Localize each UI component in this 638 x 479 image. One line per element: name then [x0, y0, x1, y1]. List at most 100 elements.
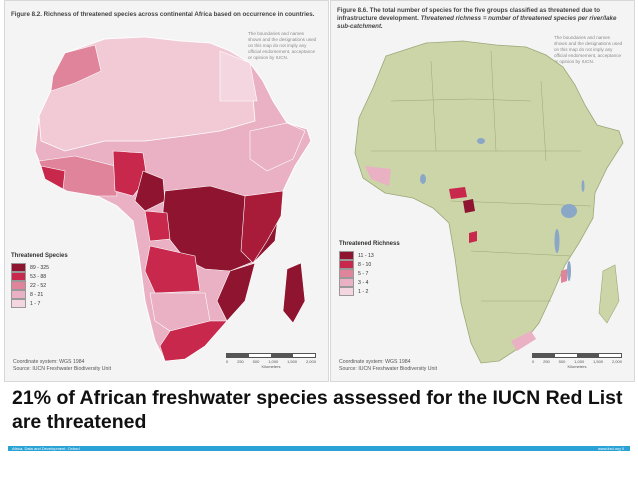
- legend-swatch: [339, 287, 354, 296]
- left-figure-title: Figure 8.2. Richness of threatened speci…: [11, 11, 315, 18]
- right-coord-system: Coordinate system: WGS 1984: [339, 359, 411, 365]
- west-africa-threatened: [365, 166, 391, 186]
- scale-tick: 1,500: [287, 359, 298, 364]
- left-source: Source: IUCN Freshwater Biodiversity Uni…: [13, 366, 112, 372]
- morocco-region: [50, 44, 102, 92]
- legend-label: 8 - 21: [30, 291, 44, 298]
- scale-unit: Kilometers: [261, 364, 281, 369]
- boundary-lines: [371, 50, 592, 302]
- legend-row: 11 - 13: [339, 251, 409, 260]
- scale-tick: 500: [558, 359, 566, 364]
- legend-swatch: [11, 263, 26, 272]
- east-africa-region: [240, 190, 284, 264]
- legend-swatch: [339, 251, 354, 260]
- right-legend: Threatened Richness 11 - 13 8 - 10 5 - 7…: [339, 241, 409, 296]
- legend-label: 1 - 7: [30, 300, 41, 307]
- gabon-region: [144, 210, 171, 242]
- nigeria-threatened: [449, 187, 467, 199]
- legend-swatch: [339, 278, 354, 287]
- lake-tanganyika: [554, 229, 560, 253]
- lake-victoria: [561, 204, 577, 218]
- south-africa-region: [159, 320, 228, 362]
- scale-tick: 250: [543, 359, 550, 364]
- congo-threatened: [469, 231, 477, 243]
- egypt-region: [219, 50, 258, 102]
- footer-right-text: www.iied.org 0: [597, 446, 624, 451]
- scale-tick: 2,000: [305, 359, 316, 364]
- slide-caption: 21% of African freshwater species assess…: [12, 387, 623, 433]
- legend-label: 22 - 52: [30, 282, 47, 289]
- legend-swatch: [11, 281, 26, 290]
- cameroon-region: [134, 170, 166, 212]
- legend-label: 11 - 13: [358, 252, 374, 259]
- scale-ticks: 0 250 500 1,000 1,500 2,000: [226, 359, 316, 364]
- lake-malawi: [567, 261, 571, 281]
- scale-tick: 0: [226, 359, 229, 364]
- right-figure-title: Figure 8.6. The total number of species …: [337, 7, 626, 31]
- footer-left-text: Africa, Data and Development, Oxford: [12, 446, 80, 451]
- legend-swatch: [339, 269, 354, 278]
- scale-tick: 500: [252, 359, 260, 364]
- legend-swatch: [11, 290, 26, 299]
- scale-tick: 1,500: [593, 359, 604, 364]
- right-scale-bar: 0 250 500 1,000 1,500 2,000 Kilometers: [532, 353, 622, 369]
- legend-label: 53 - 88: [30, 273, 47, 280]
- left-map-credits: Coordinate system: WGS 1984 Source: IUCN…: [13, 359, 111, 373]
- scale-bar-graphic: [532, 353, 622, 358]
- scale-tick: 2,000: [611, 359, 622, 364]
- legend-row: 22 - 52: [11, 281, 81, 290]
- scale-tick: 0: [532, 359, 535, 364]
- africa-outline: [354, 40, 624, 364]
- legend-row: 53 - 88: [11, 272, 81, 281]
- right-legend-title: Threatened Richness: [339, 241, 400, 247]
- legend-row: 1 - 2: [339, 287, 409, 296]
- scale-tick: 250: [237, 359, 244, 364]
- left-map-panel: Figure 8.2. Richness of threatened speci…: [4, 0, 329, 382]
- right-source: Source: IUCN Freshwater Biodiversity Uni…: [339, 366, 438, 372]
- lake-volta: [420, 174, 426, 184]
- legend-swatch: [11, 272, 26, 281]
- legend-label: 89 - 325: [30, 264, 50, 271]
- right-disclaimer: The boundaries and names shown and the d…: [554, 35, 623, 64]
- madagascar-region: [282, 262, 306, 324]
- legend-label: 5 - 7: [358, 270, 369, 277]
- madagascar-region: [598, 264, 620, 324]
- right-map-credits: Coordinate system: WGS 1984 Source: IUCN…: [339, 359, 437, 373]
- legend-row: 8 - 10: [339, 260, 409, 269]
- legend-row: 5 - 7: [339, 269, 409, 278]
- legend-row: 1 - 7: [11, 299, 81, 308]
- mozambique-region: [216, 262, 256, 322]
- legend-label: 3 - 4: [358, 279, 369, 286]
- lake-chad: [477, 138, 485, 144]
- cameroon-threatened: [463, 199, 475, 213]
- right-map-panel: Figure 8.6. The total number of species …: [330, 0, 635, 382]
- right-title-italic: Threatened richness = number of threaten…: [337, 15, 617, 30]
- lake-turkana: [581, 180, 585, 192]
- scale-bar-graphic: [226, 353, 316, 358]
- legend-row: 89 - 325: [11, 263, 81, 272]
- africa-species-map: [34, 36, 312, 362]
- scale-ticks: 0 250 500 1,000 1,500 2,000: [532, 359, 622, 364]
- south-africa-threatened: [511, 331, 536, 351]
- legend-label: 1 - 2: [358, 288, 369, 295]
- left-coord-system: Coordinate system: WGS 1984: [13, 359, 85, 365]
- angola-region: [144, 245, 201, 294]
- left-scale-bar: 0 250 500 1,000 1,500 2,000 Kilometers: [226, 353, 316, 369]
- scale-tick: 1,000: [268, 359, 279, 364]
- ethiopia-region: [249, 122, 306, 172]
- guinea-region: [40, 165, 66, 190]
- left-disclaimer: The boundaries and names shown and the d…: [248, 31, 317, 60]
- legend-swatch: [339, 260, 354, 269]
- scale-unit: Kilometers: [567, 364, 587, 369]
- legend-row: 3 - 4: [339, 278, 409, 287]
- east-africa-threatened: [561, 269, 567, 283]
- left-legend-title: Threatened Species: [11, 253, 68, 259]
- legend-label: 8 - 10: [358, 261, 372, 268]
- scale-tick: 1,000: [574, 359, 585, 364]
- left-legend: Threatened Species 89 - 325 53 - 88 22 -…: [11, 253, 81, 308]
- africa-richness-map: [354, 40, 624, 364]
- legend-row: 8 - 21: [11, 290, 81, 299]
- right-title-bold: Figure 8.6. The total number of species …: [337, 7, 601, 22]
- legend-swatch: [11, 299, 26, 308]
- footer-bar: Africa, Data and Development, Oxford www…: [8, 446, 630, 451]
